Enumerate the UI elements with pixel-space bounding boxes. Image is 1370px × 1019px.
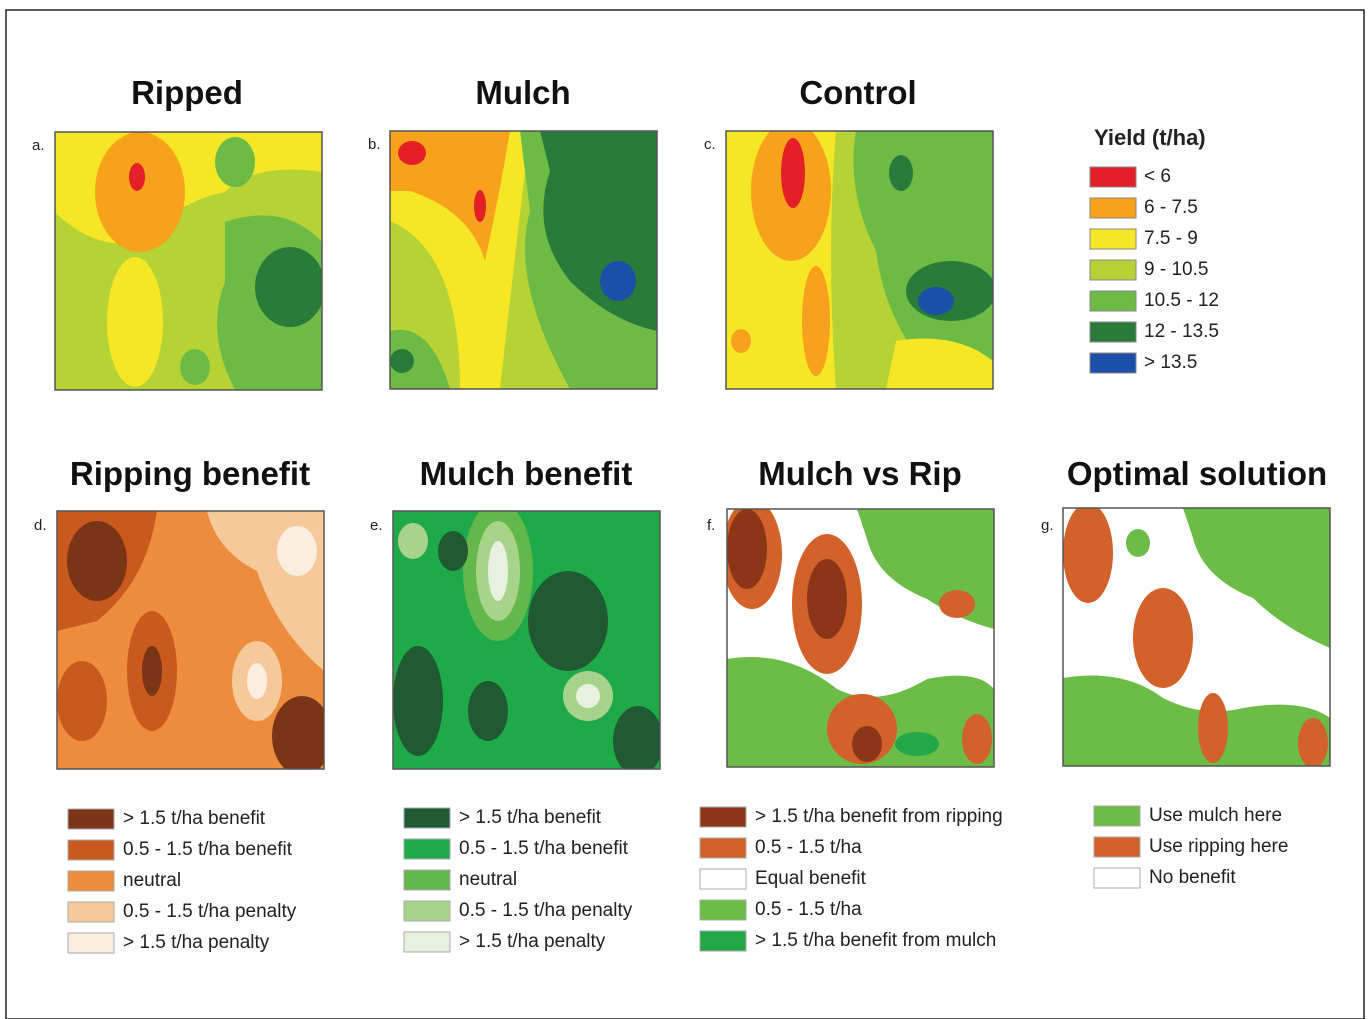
legend-swatch [404, 901, 450, 921]
legend-swatch [1090, 260, 1136, 280]
legend-label: neutral [459, 869, 517, 890]
panel-letter: f. [707, 517, 715, 534]
legend-label: 9 - 10.5 [1144, 259, 1208, 280]
legend-label: > 13.5 [1144, 352, 1197, 373]
legend-swatch [68, 809, 114, 829]
map-ripping-benefit [57, 511, 332, 776]
legend-swatch [1090, 353, 1136, 373]
panel-title: Control [799, 74, 916, 111]
panel-title: Mulch vs Rip [758, 455, 962, 492]
map-mulch-vs-rip [722, 499, 994, 767]
legend-swatch [404, 932, 450, 952]
legend-swatch [68, 871, 114, 891]
legend-label: Equal benefit [755, 868, 867, 889]
legend-swatch [700, 869, 746, 889]
legend-label: 0.5 - 1.5 t/ha benefit [123, 839, 293, 860]
legend-swatch [404, 808, 450, 828]
panel-letter: c. [704, 136, 716, 153]
legend-label: > 1.5 t/ha penalty [123, 932, 270, 953]
legend-swatch [1090, 198, 1136, 218]
map-mulch [390, 131, 657, 389]
legend-swatch [700, 838, 746, 858]
legend-label: 7.5 - 9 [1144, 228, 1198, 249]
legend-label: > 1.5 t/ha benefit from mulch [755, 930, 996, 951]
legend-swatch [68, 840, 114, 860]
legend-label: 6 - 7.5 [1144, 197, 1198, 218]
legend-swatch [1094, 837, 1140, 857]
panel-title: Optimal solution [1067, 455, 1327, 492]
legend-swatch [700, 931, 746, 951]
legend-label: 10.5 - 12 [1144, 290, 1219, 311]
legend-label: > 1.5 t/ha benefit from ripping [755, 806, 1003, 827]
map-optimal-solution [1063, 503, 1330, 768]
panel-title: Ripping benefit [70, 455, 310, 492]
legend-title: Yield (t/ha) [1094, 125, 1206, 150]
legend-label: No benefit [1149, 867, 1236, 888]
legend-swatch [1090, 291, 1136, 311]
legend-label: > 1.5 t/ha benefit [459, 807, 602, 828]
legend-swatch [700, 900, 746, 920]
legend-swatch [404, 870, 450, 890]
legend-swatch [68, 902, 114, 922]
legend-label: 12 - 13.5 [1144, 321, 1219, 342]
map-mulch-benefit [393, 501, 663, 776]
map-ripped [55, 132, 325, 390]
legend-swatch [1094, 868, 1140, 888]
legend-swatch [1094, 806, 1140, 826]
legend-label: 0.5 - 1.5 t/ha penalty [459, 900, 633, 921]
panel-letter: a. [32, 137, 45, 154]
legend-swatch [1090, 229, 1136, 249]
legend-swatch [68, 933, 114, 953]
legend-label: neutral [123, 870, 181, 891]
legend-label: Use mulch here [1149, 805, 1282, 826]
panel-title: Ripped [131, 74, 243, 111]
legend-label: > 1.5 t/ha penalty [459, 931, 606, 952]
panel-letter: g. [1041, 517, 1054, 534]
panel-letter: d. [34, 517, 47, 534]
legend-swatch [1090, 322, 1136, 342]
map-control [726, 121, 996, 389]
panel-letter: b. [368, 136, 381, 153]
panel-title: Mulch benefit [420, 455, 633, 492]
legend-label: > 1.5 t/ha benefit [123, 808, 266, 829]
legend-label: 0.5 - 1.5 t/ha [755, 837, 862, 858]
legend-label: 0.5 - 1.5 t/ha penalty [123, 901, 297, 922]
legend-label: 0.5 - 1.5 t/ha benefit [459, 838, 629, 859]
legend-label: Use ripping here [1149, 836, 1288, 857]
legend-swatch [1090, 167, 1136, 187]
panel-letter: e. [370, 517, 383, 534]
panel-title: Mulch [475, 74, 570, 111]
legend-swatch [700, 807, 746, 827]
legend-label: 0.5 - 1.5 t/ha [755, 899, 862, 920]
legend-label: < 6 [1144, 166, 1171, 187]
legend-swatch [404, 839, 450, 859]
figure: Ripped a. Mulch b. Control c. Yield (t/ha) < 6 6… [0, 0, 1370, 1019]
